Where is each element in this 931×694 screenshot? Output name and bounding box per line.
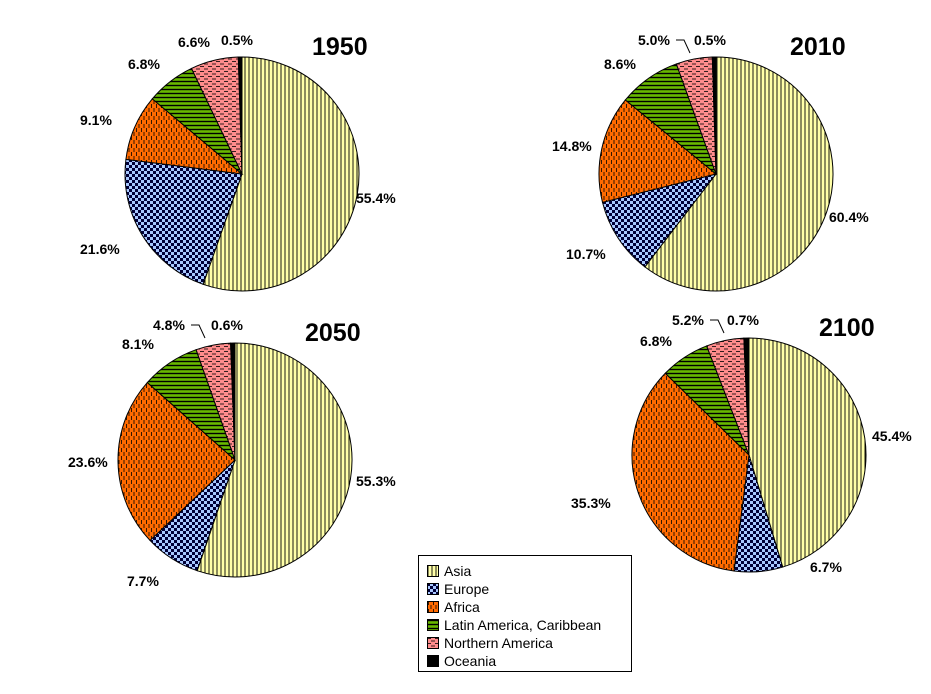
pie-chart-1950: 55.4% 21.6% 9.1% 6.8% 6.6% 0.5% 1950	[80, 32, 396, 292]
data-label-1950-1: 21.6%	[80, 241, 120, 257]
slice-europe-2010	[601, 173, 718, 268]
data-label-1950-4: 6.6%	[178, 34, 210, 50]
leader-line-2050	[191, 324, 206, 339]
data-label-2100-3: 6.8%	[640, 333, 672, 349]
data-label-2050-0: 55.3%	[356, 473, 396, 489]
chart-title-2050: 2050	[305, 319, 361, 347]
legend-item: Oceania	[427, 652, 631, 670]
slice-asia-2100	[748, 337, 867, 568]
slice-asia-2010	[644, 56, 834, 292]
legend-label: Asia	[444, 563, 472, 579]
legend-item: Africa	[427, 598, 631, 616]
pie-chart-2010: 60.4% 10.7% 14.8% 8.6%5.0% 0.5% 2010	[552, 32, 869, 292]
data-label-1950-3: 6.8%	[128, 56, 160, 72]
data-label-2100-1: 6.7%	[810, 559, 842, 575]
leader-line-2010	[676, 39, 691, 54]
slice-africa-2100	[631, 372, 750, 572]
legend-swatch	[427, 655, 439, 667]
legend-item: Latin America, Caribbean	[427, 616, 631, 634]
legend-label: Africa	[444, 599, 480, 615]
data-label-2010-4: 5.0%	[638, 32, 670, 48]
data-label-2100-4: 5.2%	[672, 312, 704, 328]
data-label-2050-4: 4.8%	[153, 317, 185, 333]
legend-label: Latin America, Caribbean	[444, 617, 602, 633]
data-label-2010-2: 14.8%	[552, 138, 592, 154]
data-label-2100-5: 0.7%	[727, 312, 759, 328]
chart-title-2100: 2100	[819, 314, 875, 342]
chart-title-1950: 1950	[312, 33, 368, 61]
legend-item: Northern America	[427, 634, 631, 652]
chart-title-2010: 2010	[790, 33, 846, 61]
data-label-2100-2: 35.3%	[571, 495, 611, 511]
slice-europe-1950	[124, 158, 243, 285]
data-label-2050-2: 23.6%	[68, 454, 108, 470]
data-label-2010-5: 0.5%	[694, 32, 726, 48]
legend-swatch	[427, 637, 439, 649]
data-label-1950-0: 55.4%	[356, 190, 396, 206]
slice-africa-2050	[117, 381, 236, 542]
data-label-2050-1: 7.7%	[127, 573, 159, 589]
legend: Asia Europe Africa Latin America, Caribbean…	[418, 555, 632, 672]
data-label-2050-3: 8.1%	[122, 336, 154, 352]
data-label-2010-0: 60.4%	[829, 209, 869, 225]
legend-item: Asia	[427, 562, 631, 580]
legend-swatch	[427, 583, 439, 595]
data-label-2010-3: 8.6%	[604, 56, 636, 72]
legend-swatch	[427, 619, 439, 631]
data-label-2050-5: 0.6%	[211, 317, 243, 333]
data-label-2010-1: 10.7%	[566, 246, 606, 262]
legend-label: Europe	[444, 581, 490, 597]
legend-swatch	[427, 565, 439, 577]
legend-label: Oceania	[444, 653, 497, 669]
slice-oceania-1950	[237, 56, 243, 175]
slice-oceania-2100	[743, 337, 750, 456]
legend-swatch	[427, 601, 439, 613]
data-label-2100-0: 45.4%	[872, 428, 912, 444]
data-label-1950-2: 9.1%	[80, 112, 112, 128]
legend-label: Northern America	[444, 635, 553, 651]
legend-item: Europe	[427, 580, 631, 598]
slice-asia-2050	[196, 342, 353, 578]
data-label-1950-5: 0.5%	[221, 32, 253, 48]
slice-africa-2010	[598, 99, 718, 203]
slice-oceania-2050	[230, 342, 236, 461]
leader-line-2100	[710, 319, 725, 334]
pie-chart-2050: 55.3% 7.7% 23.6% 8.1% 4.8% 0.6% 2050	[68, 317, 396, 589]
slice-oceania-2010	[711, 56, 717, 175]
pie-chart-2100: 45.4% 6.7% 35.3% 6.8%5.2% 0.7% 2100	[571, 312, 912, 575]
